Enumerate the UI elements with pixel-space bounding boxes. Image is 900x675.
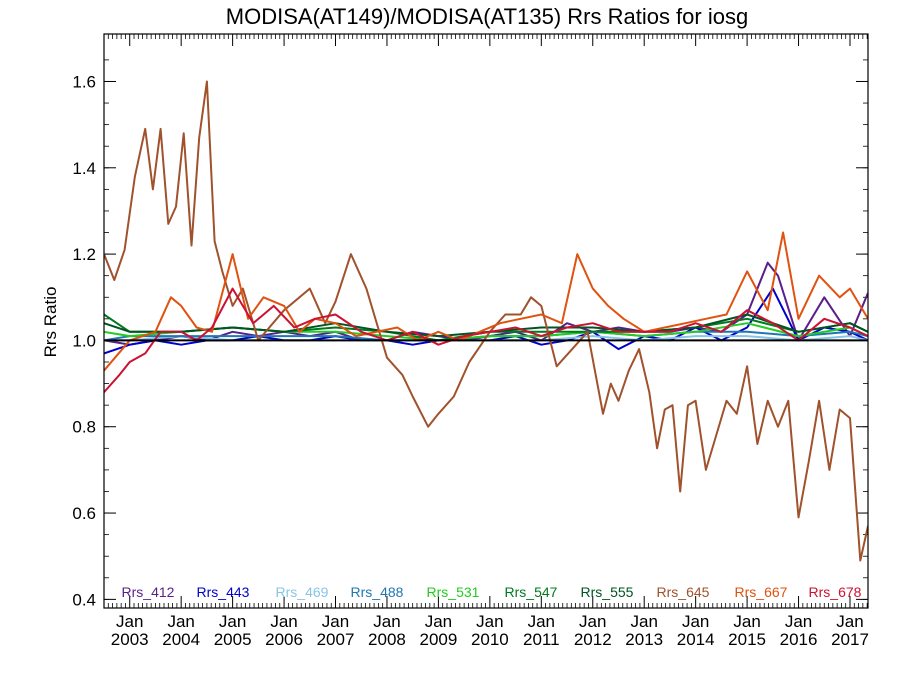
x-tick-label-year: 2010	[471, 630, 509, 649]
y-tick-label: 1.0	[72, 331, 96, 350]
x-tick-label-year: 2014	[677, 630, 715, 649]
x-tick-label-month: Jan	[373, 612, 400, 631]
series-line-rrs-678	[104, 287, 868, 393]
y-tick-label: 0.8	[72, 418, 96, 437]
x-tick-label-month: Jan	[219, 612, 246, 631]
legend-label-rrs-645: Rrs_645	[657, 584, 710, 600]
legend-label-rrs-488: Rrs_488	[351, 584, 404, 600]
legend-label-rrs-443: Rrs_443	[197, 584, 250, 600]
x-tick-label-month: Jan	[785, 612, 812, 631]
x-tick-label-year: 2007	[317, 630, 355, 649]
x-tick-label-month: Jan	[836, 612, 863, 631]
x-tick-label-year: 2004	[162, 630, 200, 649]
series-line-rrs-667	[104, 231, 868, 372]
x-tick-label-year: 2017	[831, 630, 869, 649]
series-lines	[104, 80, 868, 562]
legend-label-rrs-678: Rrs_678	[809, 584, 862, 600]
series-line-rrs-412	[104, 261, 868, 346]
x-tick-label-month: Jan	[682, 612, 709, 631]
chart-title: MODISA(AT149)/MODISA(AT135) Rrs Ratios f…	[226, 4, 748, 29]
x-tick-label-month: Jan	[167, 612, 194, 631]
x-tick-label-month: Jan	[116, 612, 143, 631]
legend-label-rrs-531: Rrs_531	[427, 584, 480, 600]
x-tick-label-month: Jan	[630, 612, 657, 631]
x-tick-label-year: 2005	[214, 630, 252, 649]
y-tick-label: 1.2	[72, 245, 96, 264]
y-tick-label: 0.4	[72, 590, 96, 609]
legend-label-rrs-547: Rrs_547	[505, 584, 558, 600]
x-tick-label-year: 2008	[368, 630, 406, 649]
y-axis-label: Rrs Ratio	[41, 287, 60, 358]
x-tick-label-year: 2011	[523, 630, 560, 649]
x-tick-label-month: Jan	[322, 612, 349, 631]
series-line-rrs-645	[104, 80, 868, 562]
x-axis-ticks: Jan2003Jan2004Jan2005Jan2006Jan2007Jan20…	[103, 34, 869, 649]
x-tick-label-year: 2015	[728, 630, 766, 649]
x-tick-label-month: Jan	[425, 612, 452, 631]
x-tick-label-year: 2006	[265, 630, 303, 649]
x-tick-label-month: Jan	[270, 612, 297, 631]
x-tick-label-year: 2012	[574, 630, 612, 649]
y-tick-label: 1.4	[72, 159, 96, 178]
x-tick-label-year: 2013	[625, 630, 663, 649]
x-tick-label-year: 2016	[780, 630, 818, 649]
y-tick-label: 0.6	[72, 504, 96, 523]
legend-label-rrs-469: Rrs_469	[276, 584, 329, 600]
x-tick-label-month: Jan	[733, 612, 760, 631]
legend-label-rrs-667: Rrs_667	[735, 584, 788, 600]
x-tick-label-month: Jan	[528, 612, 555, 631]
x-tick-label-year: 2003	[111, 630, 149, 649]
x-tick-label-month: Jan	[476, 612, 503, 631]
legend-label-rrs-412: Rrs_412	[122, 584, 175, 600]
plot-frame	[103, 33, 869, 609]
y-tick-label: 1.6	[72, 72, 96, 91]
x-tick-label-year: 2009	[419, 630, 457, 649]
x-tick-label-month: Jan	[579, 612, 606, 631]
legend: Rrs_412 Rrs_443 Rrs_469 Rrs_488 Rrs_531 Rrs_5…	[122, 584, 862, 600]
legend-label-rrs-555: Rrs_555	[581, 584, 634, 600]
